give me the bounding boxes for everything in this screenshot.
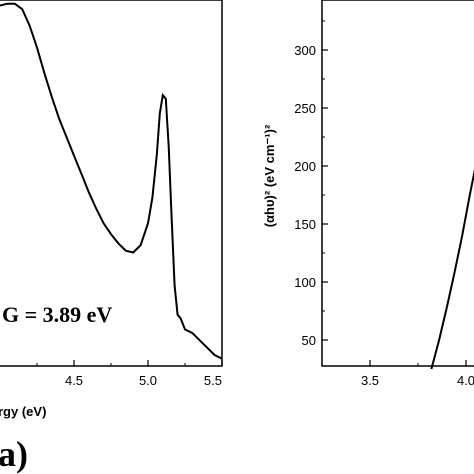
panel-label-a: (a) [0, 434, 28, 474]
right-y-tick-label: 100 [294, 275, 316, 290]
right-y-ticks: 50 100 150 200 250 300 [294, 20, 328, 348]
right-y-tick-label: 250 [294, 101, 316, 116]
right-y-tick-label: 200 [294, 159, 316, 174]
right-plot-frame [321, 0, 474, 367]
left-x-tick-label: 5.0 [139, 373, 157, 388]
left-x-axis-label: rgy (eV) [0, 404, 46, 419]
right-y-tick-label: 300 [294, 43, 316, 58]
right-x-tick-label: 4.0 [457, 373, 474, 388]
left-annotation: G = 3.89 eV [2, 302, 112, 327]
right-y-tick-label: 150 [294, 217, 316, 232]
right-plot: 3.5 4.0 50 100 150 200 250 300 (αhυ)² (eV cm⁻¹… [262, 0, 474, 388]
right-x-tick-label: 3.5 [361, 373, 379, 388]
left-x-tick-label: 5.5 [204, 373, 222, 388]
right-series-line [430, 169, 474, 370]
right-y-tick-label: 50 [302, 333, 316, 348]
right-y-axis-label: (αhυ)² (eV cm⁻¹)² [262, 124, 277, 227]
right-x-ticks: 3.5 4.0 [361, 360, 474, 388]
left-x-ticks: 4.5 5.0 5.5 [36, 360, 223, 388]
left-series-line [0, 2, 223, 360]
left-plot: 4.5 5.0 5.5 G = 3.89 eV rgy (eV) (a) [0, 0, 223, 474]
left-x-tick-label: 4.5 [65, 373, 83, 388]
